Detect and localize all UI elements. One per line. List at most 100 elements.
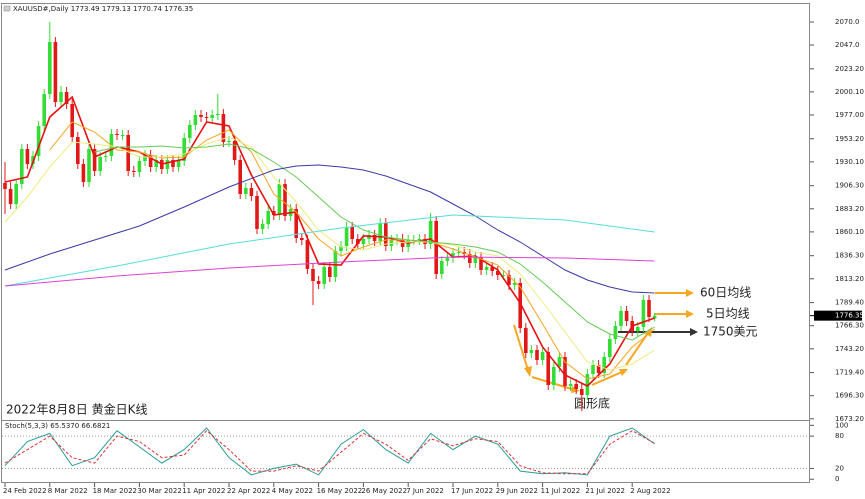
candle-body bbox=[283, 184, 287, 216]
candle-body bbox=[132, 171, 136, 172]
candle-body bbox=[518, 283, 522, 328]
candle-body bbox=[613, 326, 618, 339]
candle-body bbox=[92, 149, 97, 171]
candles bbox=[3, 22, 657, 411]
candle-body bbox=[48, 42, 52, 94]
candle-body bbox=[182, 138, 186, 161]
candle-body bbox=[647, 300, 651, 317]
candle-body bbox=[36, 126, 41, 156]
candle-body bbox=[428, 221, 433, 244]
candle-body bbox=[165, 160, 170, 169]
stoch-header: Stoch(5,3,3) 65.5370 66.6821 bbox=[5, 422, 110, 430]
candle-body bbox=[311, 269, 315, 281]
candle-body bbox=[216, 114, 220, 115]
indicator-line bbox=[4, 427, 655, 476]
arrow-head bbox=[686, 289, 694, 297]
annotation: 2022年8月8日 黄金日K线 bbox=[6, 402, 148, 417]
indicator-line bbox=[4, 430, 655, 475]
candle-body bbox=[468, 254, 472, 263]
candle-body bbox=[193, 115, 198, 125]
y-tick-label: 2047.0 bbox=[835, 41, 860, 49]
indicator-line bbox=[4, 136, 655, 371]
candle-body bbox=[473, 257, 478, 263]
candle-body bbox=[305, 240, 310, 269]
candle-body bbox=[350, 227, 354, 239]
chart-header: XAUUSD#,Daily 1773.49 1779.13 1770.74 17… bbox=[13, 5, 193, 13]
candle-body bbox=[529, 350, 534, 353]
candle-body bbox=[585, 374, 590, 395]
annotation: 1750美元 bbox=[703, 325, 758, 339]
y-tick-label: 1719.40 bbox=[835, 369, 864, 377]
candle-body bbox=[479, 257, 483, 270]
candle-body bbox=[154, 160, 158, 167]
candle-body bbox=[512, 283, 517, 285]
candle-body bbox=[120, 135, 125, 136]
candle-body bbox=[456, 252, 461, 253]
candle-body bbox=[490, 267, 494, 271]
candle-body bbox=[20, 149, 24, 184]
candle-body bbox=[210, 115, 214, 118]
y-tick-label: 2070.0 bbox=[835, 18, 860, 26]
x-tick-label: 22 Apr 2022 bbox=[227, 487, 270, 495]
candle-body bbox=[540, 352, 545, 360]
candle-body bbox=[624, 311, 629, 321]
candle-body bbox=[232, 141, 237, 160]
y-tick-label: 1813.20 bbox=[835, 275, 864, 283]
y-tick-label: 1930.10 bbox=[835, 158, 864, 166]
y-tick-label: 1673.20 bbox=[835, 415, 864, 423]
candle-body bbox=[266, 211, 270, 224]
candle-body bbox=[546, 352, 550, 385]
arrow bbox=[625, 332, 649, 366]
y-tick-label: 80 bbox=[835, 432, 844, 440]
candle-body bbox=[440, 261, 444, 274]
candle-body bbox=[260, 224, 265, 229]
candle-body bbox=[372, 235, 377, 241]
x-tick-label: 11 Jul 2022 bbox=[541, 487, 581, 495]
candle-body bbox=[188, 125, 192, 138]
candle-body bbox=[59, 92, 63, 102]
candle-body bbox=[580, 389, 584, 395]
indicator-line bbox=[49, 121, 655, 380]
indicator-line bbox=[4, 214, 655, 287]
annotation: 60日均线 bbox=[700, 286, 751, 300]
indicator-line bbox=[4, 256, 655, 287]
candle-body bbox=[42, 94, 46, 126]
candle-body bbox=[25, 149, 30, 164]
candle-body bbox=[316, 281, 321, 284]
candle-body bbox=[484, 267, 489, 270]
candle-body bbox=[277, 184, 282, 215]
arrow-head bbox=[686, 310, 694, 318]
candle-body bbox=[501, 275, 506, 276]
annotation: 5日均线 bbox=[706, 307, 750, 321]
candle-body bbox=[199, 115, 203, 117]
candle-body bbox=[143, 155, 147, 161]
candle-body bbox=[568, 384, 573, 386]
candle-body bbox=[64, 92, 69, 104]
x-tick-label: 16 May 2022 bbox=[317, 487, 363, 495]
candle-body bbox=[378, 223, 382, 241]
candle-body bbox=[98, 157, 102, 171]
candle-body bbox=[76, 137, 80, 164]
x-tick-label: 24 Feb 2022 bbox=[3, 487, 47, 495]
annotation: 圆形底 bbox=[574, 396, 610, 411]
candle-body bbox=[53, 42, 58, 102]
indicator-line bbox=[4, 95, 655, 387]
y-tick-label: 1883.20 bbox=[835, 205, 864, 213]
x-tick-label: 30 Mar 2022 bbox=[137, 487, 181, 495]
candle-body bbox=[563, 357, 567, 386]
arrow-head bbox=[690, 328, 698, 336]
y-tick-label: 2000.10 bbox=[835, 88, 864, 96]
candle-body bbox=[81, 164, 86, 182]
candle-body bbox=[14, 184, 18, 204]
candle-body bbox=[356, 239, 360, 244]
y-tick-label: 1906.30 bbox=[835, 182, 864, 190]
y-tick-label: 1860.10 bbox=[835, 228, 864, 236]
x-tick-label: 4 May 2022 bbox=[272, 487, 313, 495]
candle-body bbox=[641, 300, 646, 327]
candle-body bbox=[328, 267, 332, 277]
arrow-head bbox=[619, 369, 628, 376]
arrow bbox=[513, 324, 529, 371]
candle-body bbox=[507, 275, 511, 285]
candle-body bbox=[227, 141, 231, 142]
